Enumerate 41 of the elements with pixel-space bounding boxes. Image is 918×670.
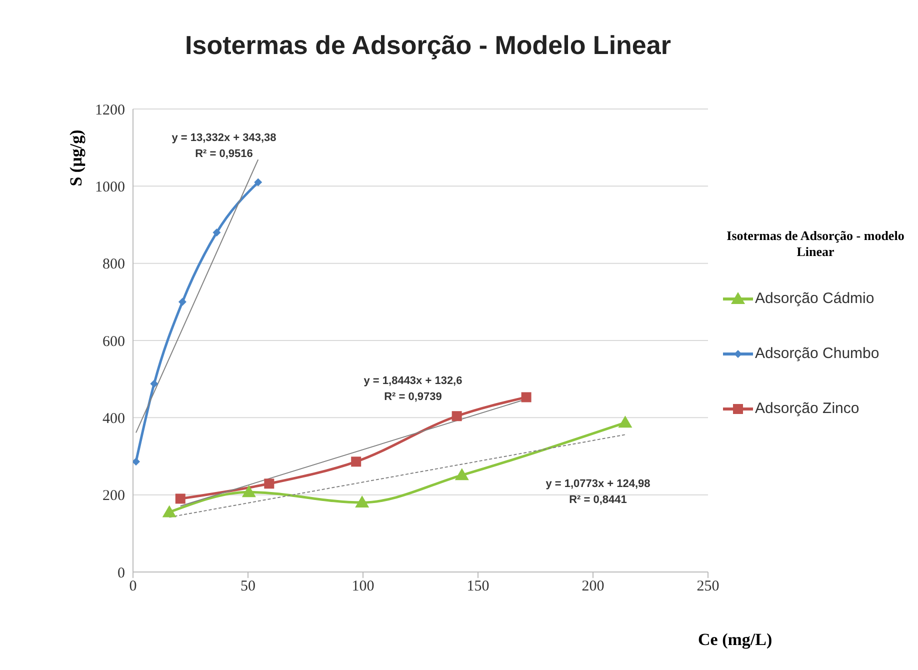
x-tick-label: 100 bbox=[352, 578, 374, 595]
x-tick-label: 50 bbox=[240, 578, 256, 595]
point bbox=[178, 298, 186, 306]
annotation: y = 1,0773x + 124,98 bbox=[544, 478, 652, 490]
point bbox=[618, 416, 632, 428]
legend-label: Adsorção Chumbo bbox=[754, 345, 880, 362]
legend-label: Adsorção Cádmio bbox=[754, 290, 876, 307]
x-tick-label: 200 bbox=[582, 578, 604, 595]
y-axis-title: S (µg/g) bbox=[66, 130, 86, 186]
y-tick-label: 200 bbox=[102, 488, 125, 504]
point bbox=[264, 478, 274, 489]
point bbox=[242, 485, 256, 498]
point bbox=[454, 468, 469, 480]
point bbox=[452, 411, 462, 422]
annotation: R² = 0,9516 bbox=[194, 148, 254, 160]
point bbox=[254, 178, 262, 186]
point bbox=[351, 456, 362, 467]
point bbox=[521, 392, 532, 402]
annotation: R² = 0,9739 bbox=[383, 391, 443, 403]
y-tick-label: 400 bbox=[102, 410, 125, 427]
y-tick-label: 600 bbox=[102, 334, 125, 350]
x-tick-label: 150 bbox=[466, 578, 490, 595]
point bbox=[162, 505, 176, 518]
annotation: y = 13,332x + 343,38 bbox=[170, 132, 278, 144]
legend-title: Isotermas de Adsorção - modelo Linear bbox=[726, 228, 906, 260]
annotation: R² = 0,8441 bbox=[568, 494, 628, 506]
x-axis-title: Ce (mg/L) bbox=[698, 630, 772, 650]
x-tick-label: 0 bbox=[129, 578, 137, 595]
chart-title: Isotermas de Adsorção - Modelo Linear bbox=[184, 30, 672, 61]
point bbox=[212, 228, 221, 236]
annotation: y = 1,8443x + 132,6 bbox=[362, 375, 464, 387]
y-tick-label: 800 bbox=[102, 256, 125, 273]
y-tick-label: 1000 bbox=[95, 179, 125, 196]
legend-label: Adsorção Zinco bbox=[754, 400, 860, 417]
point bbox=[133, 458, 140, 466]
point bbox=[150, 380, 158, 388]
y-tick-label: 1200 bbox=[95, 102, 125, 118]
x-tick-label: 250 bbox=[696, 578, 720, 595]
y-tick-label: 0 bbox=[118, 565, 125, 582]
point bbox=[175, 494, 186, 504]
point bbox=[355, 496, 370, 508]
